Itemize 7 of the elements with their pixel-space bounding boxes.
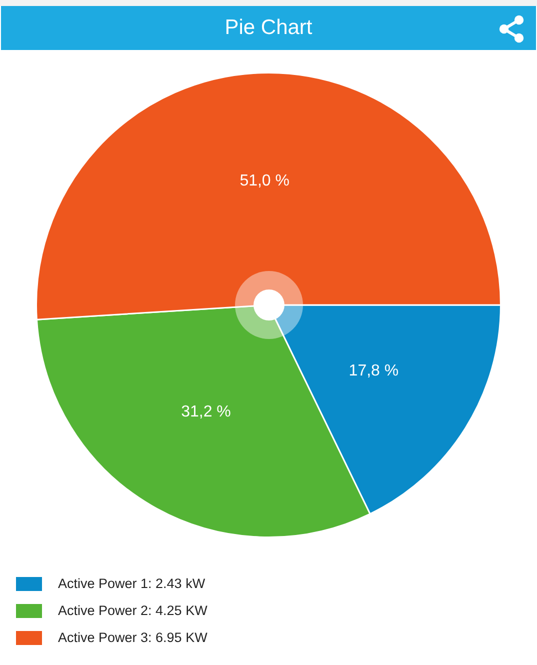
data-label: 51,0 % (240, 172, 290, 190)
chart-title: Pie Chart (1, 6, 536, 50)
legend-label: Active Power 3: 6.95 KW (58, 630, 208, 645)
legend-label: Active Power 2: 4.25 KW (58, 603, 208, 618)
data-label: 17,8 % (348, 362, 399, 380)
data-label: 31,2 % (181, 404, 231, 421)
legend-label: Active Power 1: 2.43 kW (58, 576, 206, 591)
